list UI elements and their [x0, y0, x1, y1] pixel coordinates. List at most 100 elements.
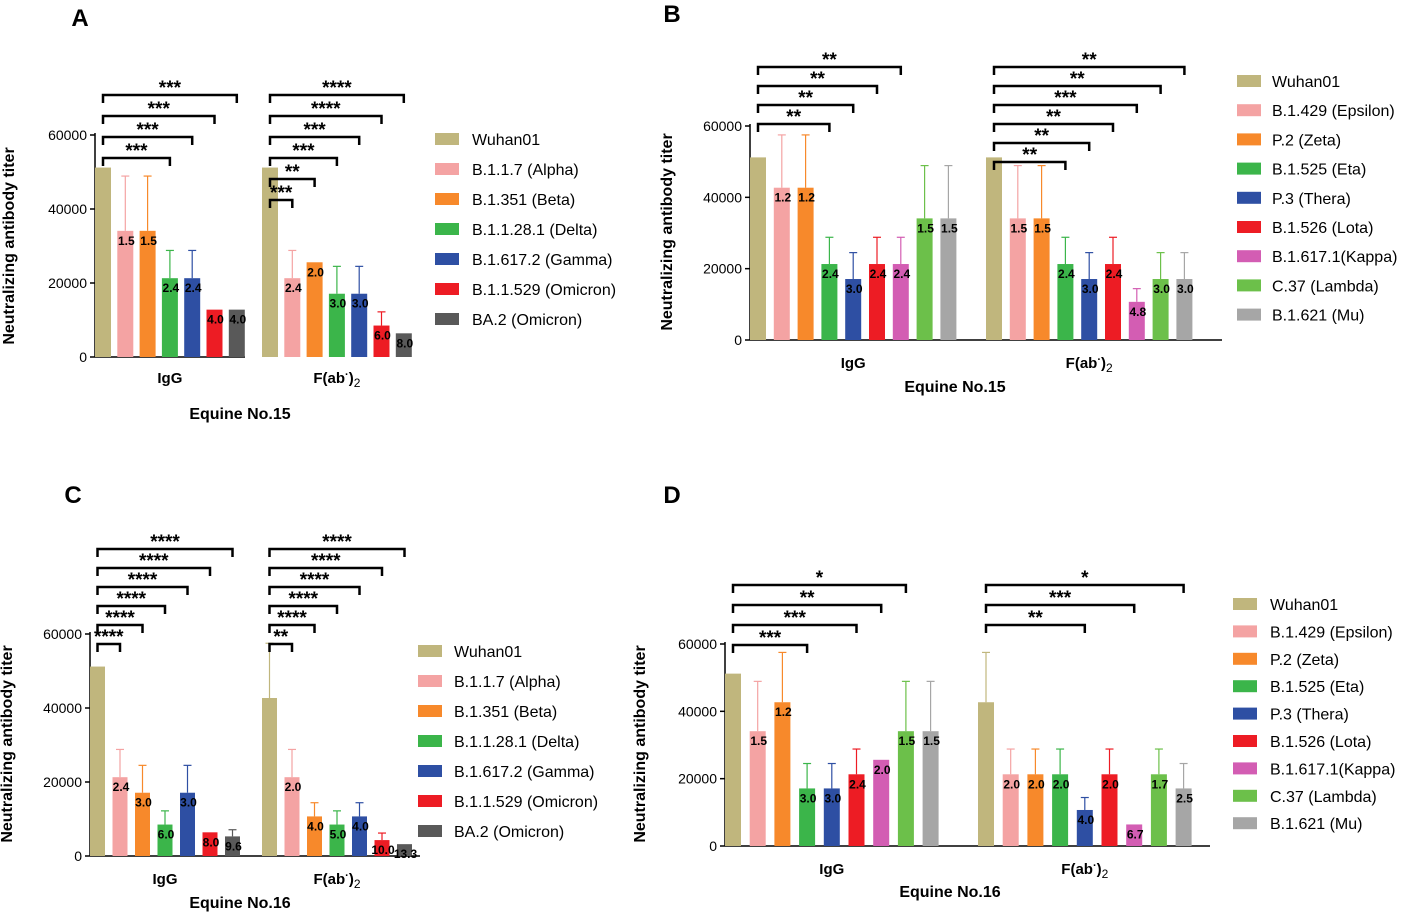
bar-igg-5 — [869, 264, 885, 340]
y-tick-label: 20000 — [43, 774, 82, 790]
bar-value-label: 3.0 — [352, 297, 369, 311]
legend-label: B.1.1.7 (Alpha) — [454, 674, 561, 691]
legend-swatch — [1233, 652, 1257, 665]
bar-fab-1 — [1002, 774, 1019, 846]
y-tick-label: 60000 — [678, 636, 717, 652]
significance-bracket — [756, 103, 855, 113]
bar-value-label: 2.4 — [822, 267, 839, 281]
significance-bracket — [268, 198, 294, 208]
chart-panel-d: D 0 20000 40000 60000 Neutralizing antibody t… — [632, 482, 1395, 901]
y-tick-label: 20000 — [703, 261, 742, 277]
bar-value-label: 6.0 — [374, 329, 391, 343]
significance-stars: ** — [798, 88, 813, 109]
legend-label: B.1.351 (Beta) — [472, 192, 575, 209]
significance-bracket — [101, 156, 172, 166]
significance-bracket — [101, 93, 239, 103]
y-tick-label: 0 — [734, 332, 742, 348]
bar-igg-2 — [774, 702, 791, 846]
significance-stars: *** — [137, 120, 160, 141]
significance-bracket — [96, 623, 144, 633]
bar-igg-5 — [202, 832, 218, 856]
bar-value-label: 2.4 — [893, 267, 910, 281]
bar-igg-8 — [922, 731, 939, 846]
legend-swatch — [1237, 221, 1261, 233]
y-tick-label: 0 — [79, 349, 87, 365]
legend-label: BA.2 (Omicron) — [454, 824, 564, 841]
significance-stars: **** — [288, 589, 318, 610]
legend-label: Wuhan01 — [1270, 597, 1338, 614]
significance-bracket — [268, 177, 316, 187]
significance-bracket — [731, 603, 883, 613]
significance-stars: **** — [94, 627, 124, 648]
legend-swatch — [1237, 191, 1261, 204]
panel-label: B — [663, 1, 680, 28]
significance-stars: *** — [159, 78, 182, 99]
bar-igg-6 — [873, 759, 890, 846]
significance-stars: ** — [1046, 107, 1061, 128]
bar-igg-3 — [161, 278, 178, 357]
chart-panel-c: C 0 20000 40000 60000 Neutralizing antibody t… — [0, 482, 598, 912]
panel-label: D — [663, 482, 680, 509]
bar-value-label: 1.5 — [1010, 221, 1027, 235]
y-tick-label: 20000 — [48, 275, 87, 291]
bar-value-label: 4.0 — [1077, 813, 1094, 827]
significance-bracket — [984, 583, 1185, 593]
legend-swatch — [418, 795, 442, 807]
bar-value-label: 2.0 — [1003, 777, 1020, 791]
bar-igg-4 — [180, 792, 195, 856]
legend-label: B.1.526 (Lota) — [1270, 734, 1371, 751]
significance-bracket — [268, 604, 339, 614]
significance-bracket — [992, 84, 1162, 94]
bar-value-label: 4.0 — [207, 313, 224, 327]
bar-value-label: 2.4 — [185, 281, 202, 295]
significance-bracket — [756, 122, 831, 132]
y-tick-label: 20000 — [678, 771, 717, 787]
significance-bracket — [101, 135, 194, 145]
significance-stars: ** — [810, 69, 825, 90]
legend-swatch — [1233, 817, 1257, 830]
significance-stars: **** — [139, 551, 169, 572]
y-tick-label: 60000 — [703, 118, 742, 134]
significance-stars: ** — [273, 627, 288, 648]
bar-fab-6 — [1126, 824, 1143, 846]
significance-bracket — [992, 160, 1067, 170]
significance-bracket — [96, 585, 189, 595]
significance-bracket — [268, 156, 339, 166]
significance-stars: **** — [300, 570, 330, 591]
bar-igg-0 — [90, 666, 105, 856]
bar-value-label: 1.5 — [941, 221, 958, 235]
bar-value-label: 13.3 — [394, 847, 418, 861]
bar-value-label: 2.0 — [285, 780, 302, 794]
significance-stars: **** — [116, 589, 146, 610]
significance-stars: **** — [150, 532, 180, 553]
bar-value-label: 1.2 — [798, 191, 815, 205]
legend-label: B.1.617.1(Kappa) — [1270, 761, 1395, 778]
bar-value-label: 2.4 — [1058, 267, 1075, 281]
bar-value-label: 2.0 — [874, 763, 891, 777]
significance-stars: *** — [1049, 588, 1072, 609]
significance-stars: *** — [125, 141, 148, 162]
significance-bracket — [268, 547, 406, 557]
bar-igg-4 — [845, 279, 862, 340]
bar-value-label: 3.0 — [846, 282, 863, 296]
bar-value-label: 5.0 — [330, 828, 347, 842]
bar-value-label: 3.0 — [1153, 282, 1170, 296]
legend-swatch — [1237, 133, 1261, 146]
bar-fab-4 — [1081, 279, 1098, 340]
bar-value-label: 8.0 — [396, 336, 413, 350]
legend-label: B.1.1.28.1 (Delta) — [472, 222, 597, 239]
bar-value-label: 2.4 — [870, 267, 887, 281]
significance-bracket — [992, 122, 1115, 132]
legend-swatch — [435, 283, 459, 295]
bar-value-label: 2.4 — [849, 777, 866, 791]
bar-value-label: 1.5 — [118, 234, 135, 248]
bar-value-label: 1.7 — [1152, 777, 1169, 791]
legend-swatch — [1233, 735, 1257, 747]
legend-label: B.1.617.2 (Gamma) — [472, 252, 613, 269]
bar-value-label: 4.0 — [229, 313, 246, 327]
legend-label: B.1.617.1(Kappa) — [1272, 249, 1397, 266]
y-tick-label: 40000 — [678, 703, 717, 719]
bar-value-label: 3.0 — [330, 297, 347, 311]
bar-igg-7 — [916, 218, 933, 340]
legend-label: B.1.1.529 (Omicron) — [472, 282, 616, 299]
